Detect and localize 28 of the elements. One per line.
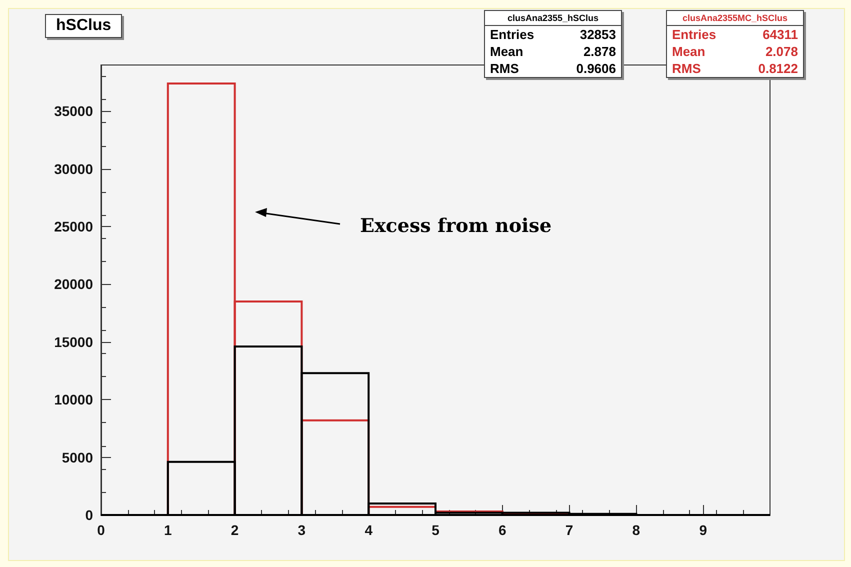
x-tick-label: 9	[699, 522, 708, 538]
text: RMS 0.8122	[672, 61, 798, 76]
y-tick-label: 25000	[54, 218, 94, 235]
x-tick-label: 0	[97, 522, 106, 538]
text: clusAna2355_hSClus	[485, 11, 621, 26]
y-tick-label: 30000	[54, 160, 94, 177]
text: Mean 2.078	[672, 44, 798, 59]
text: RMS 0.9606	[490, 61, 616, 76]
text: Entries 64311	[672, 27, 798, 42]
text: Entries 32853	[490, 27, 616, 42]
y-tick-label: 20000	[54, 276, 94, 292]
y-tick-label: 35000	[54, 103, 94, 120]
chart-title: hSClus	[45, 14, 122, 38]
x-tick-label: 6	[498, 522, 506, 538]
x-tick-label: 5	[432, 522, 440, 538]
y-tick-label: 15000	[54, 334, 94, 350]
x-tick-label: 1	[164, 522, 172, 538]
x-tick-label: 2	[230, 522, 239, 538]
y-tick-label: 0	[85, 507, 94, 523]
x-tick-label: 7	[565, 522, 574, 538]
y-tick-label: 10000	[54, 392, 94, 408]
text: clusAna2355MC_hSClus	[667, 11, 803, 26]
y-tick-label: 5000	[62, 449, 94, 466]
x-tick-label: 4	[364, 522, 373, 538]
x-tick-label: 8	[632, 522, 640, 538]
x-tick-label: 3	[298, 522, 306, 538]
text: Mean 2.878	[490, 44, 616, 59]
annotation: Excess from noise	[360, 215, 552, 237]
